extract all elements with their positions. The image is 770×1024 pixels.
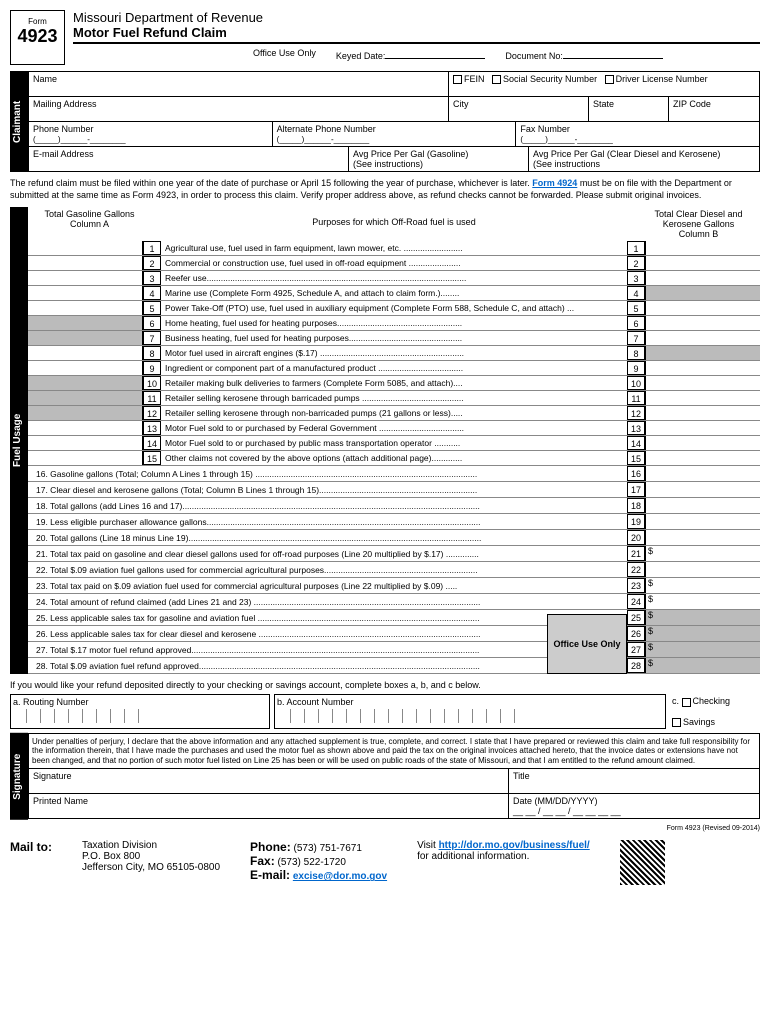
qr-code [620, 840, 665, 885]
colB-input [645, 286, 760, 300]
routing-box[interactable]: a. Routing Number [10, 694, 270, 728]
state-label: State [593, 99, 614, 109]
colB-input[interactable] [645, 361, 760, 375]
total-input[interactable]: $ [645, 626, 760, 641]
colA-input[interactable] [28, 271, 143, 285]
total-input[interactable]: $ [645, 578, 760, 593]
avg-diesel-label: Avg Price Per Gal (Clear Diesel and Kero… [533, 149, 720, 159]
colB-input[interactable] [645, 376, 760, 390]
fein-label: FEIN [464, 74, 485, 84]
form-header: Form 4923 Missouri Department of Revenue… [10, 10, 760, 65]
avg-gas-label: Avg Price Per Gal (Gasoline) [353, 149, 468, 159]
keyed-date-label: Keyed Date: [336, 51, 386, 61]
total-input[interactable]: $ [645, 546, 760, 561]
dln-label: Driver License Number [616, 74, 708, 84]
fein-checkbox[interactable] [453, 75, 462, 84]
colA-input [28, 376, 143, 390]
printed-label: Printed Name [33, 796, 88, 806]
total-input[interactable] [645, 514, 760, 529]
colB-input[interactable] [645, 271, 760, 285]
colA-input [28, 316, 143, 330]
mailing-label: Mailing Address [33, 99, 97, 109]
total-input[interactable] [645, 482, 760, 497]
form-title: Motor Fuel Refund Claim [73, 25, 760, 40]
colB-input[interactable] [645, 406, 760, 420]
city-label: City [453, 99, 469, 109]
date-label: Date (MM/DD/YYYY) [513, 796, 598, 806]
office-use-box: Office Use Only [547, 614, 627, 674]
ssn-checkbox[interactable] [492, 75, 501, 84]
email-link[interactable]: excise@dor.mo.gov [293, 871, 387, 882]
colA-input[interactable] [28, 256, 143, 270]
colA-input [28, 331, 143, 345]
colA-input[interactable] [28, 421, 143, 435]
intro-text: The refund claim must be filed within on… [10, 178, 760, 201]
penalty-text: Under penalties of perjury, I declare th… [29, 734, 759, 770]
colA-input[interactable] [28, 346, 143, 360]
fuel-usage-tab: Fuel Usage [10, 207, 28, 674]
phone-label: Phone Number [33, 124, 94, 134]
account-box[interactable]: b. Account Number [274, 694, 666, 728]
colA-input[interactable] [28, 286, 143, 300]
altphone-label: Alternate Phone Number [277, 124, 376, 134]
colB-input[interactable] [645, 391, 760, 405]
savings-checkbox[interactable] [672, 718, 681, 727]
signature-tab: Signature [10, 733, 28, 820]
form-number-box: Form 4923 [10, 10, 65, 65]
doc-no-label: Document No: [505, 51, 563, 61]
colA-input [28, 391, 143, 405]
fax-label: Fax Number [520, 124, 570, 134]
colA-input[interactable] [28, 361, 143, 375]
zip-label: ZIP Code [673, 99, 711, 109]
url-link[interactable]: http://dor.mo.gov/business/fuel/ [439, 840, 590, 851]
colB-input[interactable] [645, 316, 760, 330]
colB-input[interactable] [645, 301, 760, 315]
colB-input[interactable] [645, 241, 760, 255]
colB-input[interactable] [645, 451, 760, 465]
keyed-date-input[interactable] [385, 48, 485, 59]
total-input[interactable]: $ [645, 658, 760, 673]
colB-input[interactable] [645, 421, 760, 435]
ssn-label: Social Security Number [503, 74, 597, 84]
colA-input[interactable] [28, 451, 143, 465]
colB-input[interactable] [645, 256, 760, 270]
dln-checkbox[interactable] [605, 75, 614, 84]
colA-input[interactable] [28, 301, 143, 315]
email-label: E-mail Address [33, 149, 94, 159]
total-input[interactable]: $ [645, 642, 760, 657]
total-input[interactable]: $ [645, 610, 760, 625]
total-input[interactable] [645, 466, 760, 481]
form-number: 4923 [11, 26, 64, 47]
mailto-label: Mail to: [10, 840, 52, 854]
colB-input [645, 346, 760, 360]
colB-input[interactable] [645, 331, 760, 345]
total-input[interactable]: $ [645, 594, 760, 609]
claimant-tab: Claimant [10, 71, 28, 172]
department-name: Missouri Department of Revenue [73, 10, 760, 25]
total-input[interactable] [645, 530, 760, 545]
revised-text: Form 4923 (Revised 09-2014) [10, 825, 760, 832]
deposit-intro: If you would like your refund deposited … [10, 680, 760, 690]
total-input[interactable] [645, 498, 760, 513]
colA-input [28, 406, 143, 420]
colA-input[interactable] [28, 241, 143, 255]
colA-input[interactable] [28, 436, 143, 450]
name-label: Name [33, 74, 57, 84]
doc-no-input[interactable] [563, 48, 663, 59]
total-input[interactable] [645, 562, 760, 577]
office-use-label: Office Use Only [253, 48, 316, 61]
form-label: Form [11, 17, 64, 26]
colB-input[interactable] [645, 436, 760, 450]
title-label: Title [513, 771, 530, 781]
form-4924-link[interactable]: Form 4924 [532, 178, 577, 188]
checking-checkbox[interactable] [682, 698, 691, 707]
signature-label: Signature [33, 771, 72, 781]
